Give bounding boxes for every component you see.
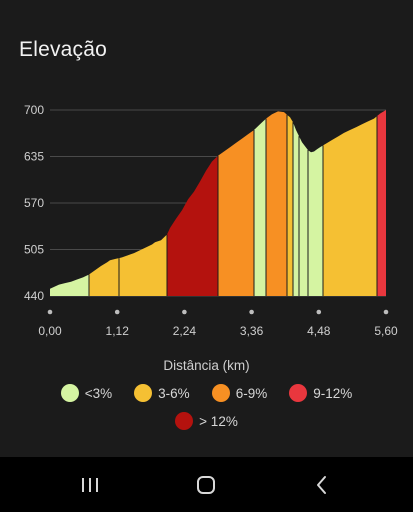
y-tick-label: 700 — [24, 103, 44, 117]
elevation-segment — [266, 111, 287, 297]
legend-label: > 12% — [199, 413, 238, 429]
y-tick-label: 635 — [24, 150, 44, 164]
legend-label: 3-6% — [158, 385, 190, 401]
x-axis-label: Distância (km) — [163, 358, 250, 373]
elevation-chart: 700 635 570 505 440 0,00 1,12 2,24 3,36 4,48 5,60 — [24, 103, 398, 338]
elevation-segment — [299, 136, 308, 296]
recents-button[interactable] — [60, 457, 120, 512]
x-tick-label: 5,60 — [374, 324, 398, 338]
elevation-segment — [323, 116, 377, 296]
legend-swatch — [60, 384, 79, 402]
recents-icon — [82, 477, 98, 492]
system-navigation-bar — [0, 457, 413, 512]
y-tick-label: 505 — [24, 243, 44, 257]
legend-label: 6-9% — [235, 385, 268, 401]
elevation-segment — [254, 118, 266, 296]
legend-label: 9-12% — [313, 385, 353, 401]
legend-row-1: <3% 3-6% 6-9% 9-12% — [0, 384, 413, 402]
x-tick-label: 4,48 — [307, 324, 331, 338]
x-tick-label: 3,36 — [240, 324, 264, 338]
x-tick-mark — [316, 309, 322, 315]
legend-item-3-6: 3-6% — [134, 384, 190, 402]
x-tick-label: 0,00 — [38, 324, 62, 338]
elevation-segment — [119, 234, 167, 296]
legend-row-2: > 12% — [0, 412, 413, 430]
back-button[interactable] — [292, 457, 352, 512]
legend-item-6-9: 6-9% — [211, 384, 268, 402]
elevation-segment — [377, 110, 386, 296]
elevation-segment — [287, 114, 293, 296]
page-title: Elevação — [19, 38, 107, 61]
legend-swatch — [175, 412, 194, 430]
elevation-segment — [89, 258, 119, 296]
elevation-segment — [308, 145, 323, 296]
legend-swatch — [289, 384, 308, 402]
back-icon — [317, 475, 326, 494]
legend-label: <3% — [84, 385, 113, 401]
home-icon — [197, 475, 215, 494]
legend-item-9-12: 9-12% — [289, 384, 352, 402]
y-tick-label: 440 — [24, 289, 44, 303]
elevation-segment — [167, 155, 218, 296]
x-tick-mark — [47, 309, 53, 315]
legend-item-lt3: <3% — [60, 384, 113, 402]
x-tick-label: 1,12 — [106, 324, 130, 338]
x-tick-mark — [114, 309, 120, 315]
elevation-segment — [218, 130, 254, 296]
x-tick-mark — [383, 309, 389, 315]
x-tick-mark — [182, 309, 187, 315]
elevation-segment — [50, 274, 89, 296]
x-tick-label: 2,24 — [173, 324, 197, 338]
legend-swatch — [211, 384, 230, 402]
x-tick-mark — [249, 309, 254, 315]
y-tick-label: 570 — [24, 196, 44, 210]
legend-swatch — [134, 384, 153, 402]
legend-item-gt12: > 12% — [175, 412, 238, 430]
home-button[interactable] — [176, 457, 236, 512]
elevation-segment — [293, 122, 299, 296]
